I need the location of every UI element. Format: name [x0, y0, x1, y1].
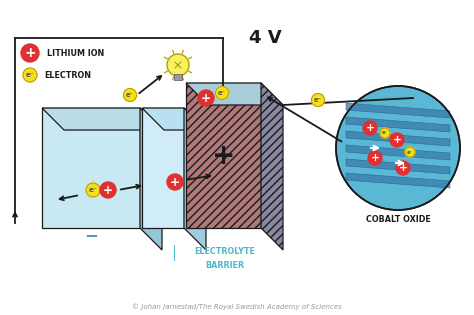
Polygon shape: [186, 83, 261, 228]
Text: +: +: [170, 175, 180, 188]
Circle shape: [216, 87, 228, 100]
Polygon shape: [346, 117, 450, 132]
Circle shape: [405, 147, 415, 157]
Polygon shape: [186, 83, 283, 105]
Polygon shape: [346, 145, 450, 160]
Text: e⁻: e⁻: [126, 92, 134, 98]
Circle shape: [368, 151, 382, 165]
Text: +: +: [212, 141, 235, 169]
Circle shape: [390, 133, 404, 147]
Circle shape: [336, 86, 460, 210]
Text: +: +: [371, 153, 380, 163]
Polygon shape: [184, 108, 206, 250]
Text: LITHIUM ION: LITHIUM ION: [47, 49, 104, 58]
Polygon shape: [42, 108, 162, 130]
Text: +: +: [24, 46, 36, 60]
Bar: [174, 74, 182, 80]
Polygon shape: [346, 173, 450, 188]
Text: e⁻: e⁻: [26, 72, 35, 78]
Text: −: −: [84, 226, 98, 244]
Circle shape: [363, 121, 377, 135]
Text: e⁻: e⁻: [407, 150, 413, 154]
Text: e⁻: e⁻: [314, 97, 322, 103]
Text: © Johan Jarnestad/The Royal Swedish Academy of Sciences: © Johan Jarnestad/The Royal Swedish Acad…: [132, 304, 342, 310]
Circle shape: [86, 183, 100, 197]
Polygon shape: [261, 83, 283, 250]
Text: ELECTRON: ELECTRON: [44, 71, 91, 79]
Text: BARRIER: BARRIER: [205, 261, 245, 270]
Circle shape: [100, 182, 116, 198]
Polygon shape: [142, 108, 206, 130]
Circle shape: [167, 54, 189, 76]
Text: +: +: [365, 123, 374, 133]
Text: +: +: [201, 91, 211, 105]
Circle shape: [124, 89, 137, 101]
Circle shape: [198, 90, 214, 106]
Text: +: +: [103, 184, 113, 197]
Text: COBALT OXIDE: COBALT OXIDE: [365, 215, 430, 225]
Text: 4 V: 4 V: [249, 29, 281, 47]
Text: e⁻: e⁻: [218, 90, 226, 96]
Polygon shape: [142, 108, 184, 228]
Text: +: +: [399, 163, 408, 173]
Polygon shape: [140, 108, 162, 250]
Circle shape: [380, 128, 390, 138]
Polygon shape: [346, 159, 450, 174]
Text: e⁻: e⁻: [382, 130, 388, 135]
Circle shape: [396, 161, 410, 175]
Circle shape: [167, 174, 183, 190]
Text: e⁻: e⁻: [89, 187, 97, 193]
Text: ELECTROLYTE: ELECTROLYTE: [194, 248, 255, 256]
Text: +: +: [392, 135, 401, 145]
Circle shape: [21, 44, 39, 62]
Polygon shape: [42, 108, 140, 228]
Circle shape: [311, 94, 325, 106]
Circle shape: [23, 68, 37, 82]
Polygon shape: [346, 103, 450, 118]
Polygon shape: [346, 131, 450, 146]
